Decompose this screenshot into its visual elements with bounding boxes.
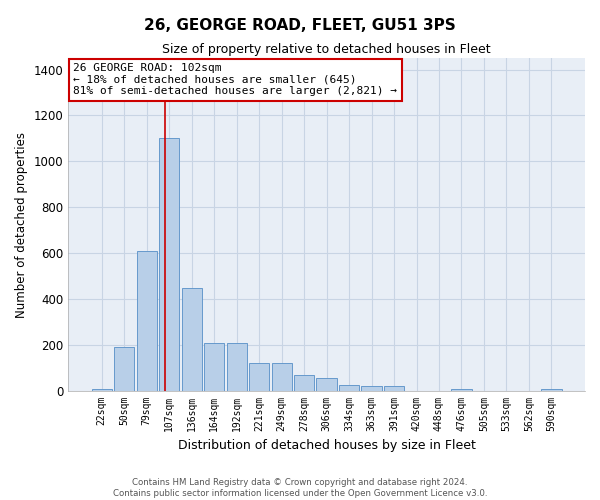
Bar xyxy=(361,386,382,391)
X-axis label: Distribution of detached houses by size in Fleet: Distribution of detached houses by size … xyxy=(178,440,476,452)
Bar xyxy=(451,389,472,391)
Bar xyxy=(227,343,247,391)
Bar xyxy=(159,138,179,391)
Bar xyxy=(114,348,134,391)
Text: 26 GEORGE ROAD: 102sqm
← 18% of detached houses are smaller (645)
81% of semi-de: 26 GEORGE ROAD: 102sqm ← 18% of detached… xyxy=(73,63,397,96)
Bar xyxy=(182,288,202,391)
Text: 26, GEORGE ROAD, FLEET, GU51 3PS: 26, GEORGE ROAD, FLEET, GU51 3PS xyxy=(144,18,456,32)
Bar xyxy=(204,343,224,391)
Bar xyxy=(541,389,562,391)
Bar xyxy=(249,364,269,391)
Y-axis label: Number of detached properties: Number of detached properties xyxy=(15,132,28,318)
Bar xyxy=(272,364,292,391)
Text: Contains HM Land Registry data © Crown copyright and database right 2024.
Contai: Contains HM Land Registry data © Crown c… xyxy=(113,478,487,498)
Bar xyxy=(384,386,404,391)
Bar xyxy=(92,389,112,391)
Bar xyxy=(137,251,157,391)
Title: Size of property relative to detached houses in Fleet: Size of property relative to detached ho… xyxy=(162,42,491,56)
Bar xyxy=(294,375,314,391)
Bar xyxy=(339,386,359,391)
Bar xyxy=(316,378,337,391)
